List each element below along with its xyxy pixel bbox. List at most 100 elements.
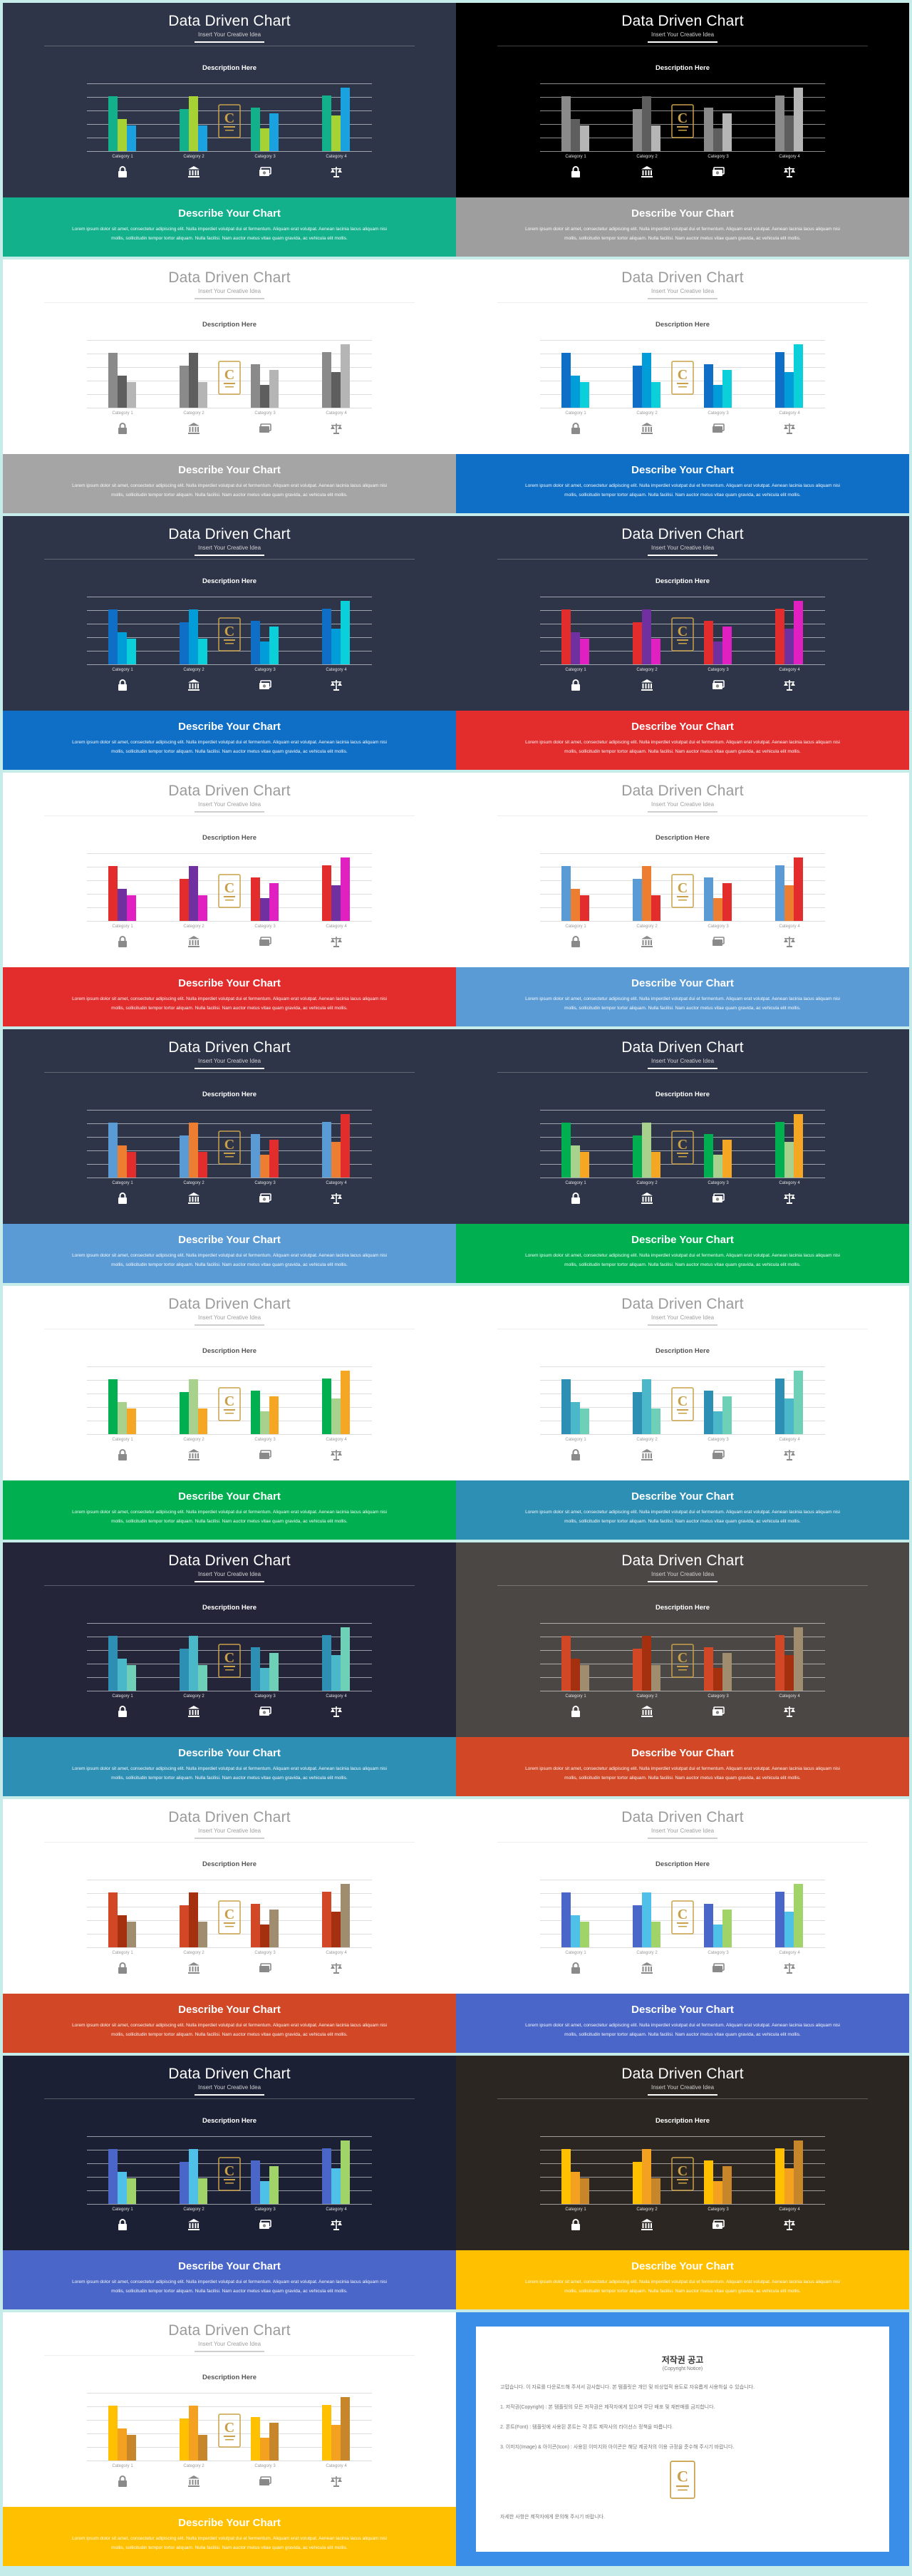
chart-bar [108,96,118,151]
chart-bar [341,601,350,664]
chart-gridline [540,1947,825,1948]
chart-bar [331,1142,341,1178]
chart-gridline [87,2204,372,2205]
chart-bar [580,1152,589,1178]
chart-bar [180,1392,189,1434]
slide-thumbnail-19[interactable]: Data Driven Chart Insert Your Creative I… [3,2312,456,2566]
chart-bar [784,372,794,408]
slide-thumbnail-5[interactable]: Data Driven Chart Insert Your Creative I… [3,516,456,770]
slide-canvas: Data Driven Chart Insert Your Creative I… [3,1542,456,1737]
slide-thumbnail-4[interactable]: Data Driven Chart Insert Your Creative I… [456,259,909,513]
watermark-badge: C [671,617,694,651]
slide-thumbnail-13[interactable]: Data Driven Chart Insert Your Creative I… [3,1542,456,1796]
header-divider [497,1585,868,1586]
slide-thumbnail-8[interactable]: Data Driven Chart Insert Your Creative I… [456,773,909,1026]
description-band: Describe Your Chart Lorem ipsum dolor si… [456,1224,909,1283]
lock-icon [569,1961,583,1975]
chart-bar [331,1398,341,1434]
chart-bar [108,1379,118,1434]
watermark-badge: C [218,1900,241,1934]
slide-thumbnail-14[interactable]: Data Driven Chart Insert Your Creative I… [456,1542,909,1796]
chart-bar [251,1134,260,1178]
chart-bar [322,1122,331,1178]
chart-bar [269,1910,279,1947]
category-label: Category 4 [326,1694,347,1699]
band-body: Lorem ipsum dolor sit amet, consectetur … [72,227,387,241]
chart-bar [651,2178,660,2204]
chart-heading: Description Here [202,1604,257,1612]
chart-bar [794,88,803,151]
slide-thumbnail-12[interactable]: Data Driven Chart Insert Your Creative I… [456,1286,909,1540]
slide-thumbnail-3[interactable]: Data Driven Chart Insert Your Creative I… [3,259,456,513]
scale-icon [782,421,797,436]
scale-icon [329,934,343,949]
svg-text:C: C [678,110,688,126]
chart-bar [118,1145,127,1178]
chart-bar [180,366,189,408]
category-label: Category 2 [636,1694,658,1699]
band-title: Describe Your Chart [178,2004,281,2016]
slide-canvas: Data Driven Chart Insert Your Creative I… [3,773,456,967]
category-label: Category 1 [112,1694,133,1699]
category-label: Category 4 [326,2207,347,2212]
watermark-badge: C [218,1644,241,1678]
chart-gridline [87,664,372,665]
band-body: Lorem ipsum dolor sit amet, consectetur … [72,996,387,1011]
chart-bar [331,1912,341,1947]
chart-bar [571,2172,580,2204]
watermark-badge: C [218,104,241,138]
chart-bar [331,372,341,408]
chart-bar [775,352,784,408]
chart-heading: Description Here [655,321,710,329]
slide-thumbnail-10[interactable]: Data Driven Chart Insert Your Creative I… [456,1029,909,1283]
bank-icon [640,678,654,692]
chart-bar [189,866,198,921]
chart-gridline [87,1393,372,1394]
description-band: Describe Your Chart Lorem ipsum dolor si… [456,197,909,257]
chart-bar [571,1402,580,1434]
slide-thumbnail-17[interactable]: Data Driven Chart Insert Your Creative I… [3,2056,456,2309]
scale-icon [782,1961,797,1975]
chart-gridline [87,610,372,611]
chart-gridline [540,637,825,638]
slide-thumbnail-16[interactable]: Data Driven Chart Insert Your Creative I… [456,1799,909,2053]
category-label: Category 3 [254,411,276,416]
money-icon [258,1191,272,1205]
slide-thumbnail-1[interactable]: Data Driven Chart Insert Your Creative I… [3,3,456,257]
slide-thumbnail-6[interactable]: Data Driven Chart Insert Your Creative I… [456,516,909,770]
chart-gridline [540,1650,825,1651]
chart-bar [198,2435,207,2461]
watermark-badge: C [218,2157,241,2191]
category-label: Category 2 [183,1951,204,1955]
chart-bar [322,1379,331,1434]
chart-gridline [87,637,372,638]
chart-bar [651,1922,660,1947]
scale-icon [782,165,797,179]
chart-bar [642,2149,651,2204]
chart-bar [118,376,127,408]
title-underline [648,1068,717,1069]
chart-gridline [87,1893,372,1894]
slide-thumbnail-15[interactable]: Data Driven Chart Insert Your Creative I… [3,1799,456,2053]
bank-icon [187,2474,201,2488]
slide-thumbnail-18[interactable]: Data Driven Chart Insert Your Creative I… [456,2056,909,2309]
category-label: Category 2 [636,1438,658,1442]
chart-heading: Description Here [202,577,257,585]
chart-bar [642,353,651,408]
chart-heading: Description Here [655,1091,710,1098]
band-title: Describe Your Chart [178,2260,281,2272]
category-label: Category 4 [779,1438,800,1442]
chart-bar [127,2178,136,2204]
chart-bar [189,96,198,151]
chart-bar [633,2162,642,2204]
slide-subtitle: Insert Your Creative Idea [651,1828,715,1834]
slide-thumbnail-2[interactable]: Data Driven Chart Insert Your Creative I… [456,3,909,257]
slide-thumbnail-9[interactable]: Data Driven Chart Insert Your Creative I… [3,1029,456,1283]
chart-bar [713,128,722,151]
slide-thumbnail-11[interactable]: Data Driven Chart Insert Your Creative I… [3,1286,456,1540]
category-label: Category 1 [112,1181,133,1185]
band-title: Describe Your Chart [178,1490,281,1503]
slide-thumbnail-7[interactable]: Data Driven Chart Insert Your Creative I… [3,773,456,1026]
slide-canvas: Data Driven Chart Insert Your Creative I… [456,1029,909,1224]
chart-bar [108,1892,118,1947]
